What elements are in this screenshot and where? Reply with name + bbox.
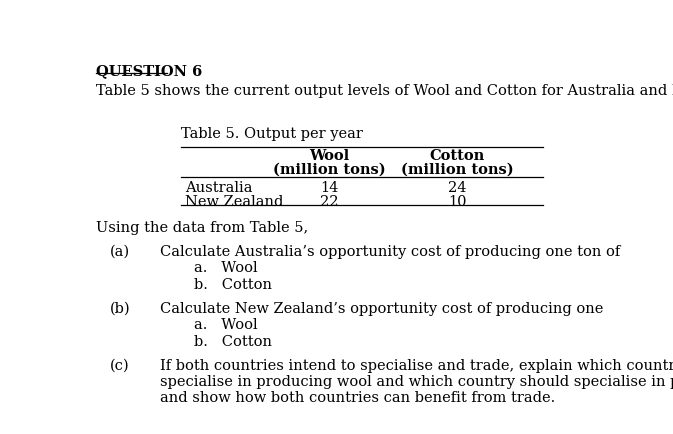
- Text: (c): (c): [110, 358, 130, 372]
- Text: Australia: Australia: [185, 181, 252, 195]
- Text: b.   Cotton: b. Cotton: [194, 335, 272, 349]
- Text: If both countries intend to specialise and trade, explain which country should: If both countries intend to specialise a…: [160, 358, 673, 372]
- Text: Table 5 shows the current output levels of Wool and Cotton for Australia and New: Table 5 shows the current output levels …: [96, 84, 673, 98]
- Text: 22: 22: [320, 195, 339, 209]
- Text: Calculate Australia’s opportunity cost of producing one ton of: Calculate Australia’s opportunity cost o…: [160, 245, 620, 259]
- Text: Wool: Wool: [309, 149, 349, 163]
- Text: Calculate New Zealand’s opportunity cost of producing one: Calculate New Zealand’s opportunity cost…: [160, 302, 603, 316]
- Text: a.   Wool: a. Wool: [194, 318, 257, 332]
- Text: Table 5. Output per year: Table 5. Output per year: [180, 127, 363, 141]
- Text: 10: 10: [448, 195, 466, 209]
- Text: b.   Cotton: b. Cotton: [194, 278, 272, 293]
- Text: 14: 14: [320, 181, 339, 195]
- Text: New Zealand: New Zealand: [185, 195, 283, 209]
- Text: 24: 24: [448, 181, 466, 195]
- Text: a.   Wool: a. Wool: [194, 261, 257, 275]
- Text: (million tons): (million tons): [400, 162, 513, 176]
- Text: Cotton: Cotton: [429, 149, 485, 163]
- Text: QUESTION 6: QUESTION 6: [96, 64, 202, 78]
- Text: Using the data from Table 5,: Using the data from Table 5,: [96, 221, 308, 235]
- Text: (million tons): (million tons): [273, 162, 386, 176]
- Text: and show how both countries can benefit from trade.: and show how both countries can benefit …: [160, 391, 555, 404]
- Text: (a): (a): [110, 245, 131, 259]
- Text: specialise in producing wool and which country should specialise in producing co: specialise in producing wool and which c…: [160, 375, 673, 388]
- Text: (b): (b): [110, 302, 131, 316]
